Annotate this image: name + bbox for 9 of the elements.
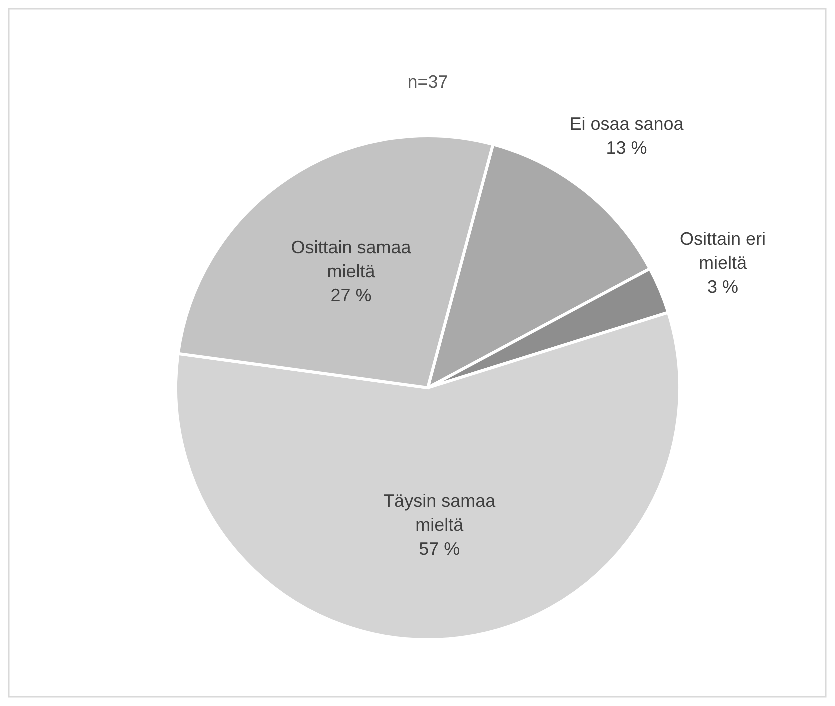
slice-label: Ei osaa sanoa bbox=[570, 114, 685, 134]
slice-label: Osittain samaa mieltä bbox=[291, 237, 412, 282]
data-label: 13 % bbox=[606, 138, 648, 158]
slice-label: Täysin samaa mieltä bbox=[384, 490, 497, 535]
slice-label: Osittain eri mieltä bbox=[680, 228, 766, 273]
data-label: 57 % bbox=[419, 538, 460, 559]
chart-title: n=37 bbox=[408, 72, 448, 92]
data-label: 27 % bbox=[330, 285, 372, 306]
data-label: 3 % bbox=[708, 276, 739, 297]
